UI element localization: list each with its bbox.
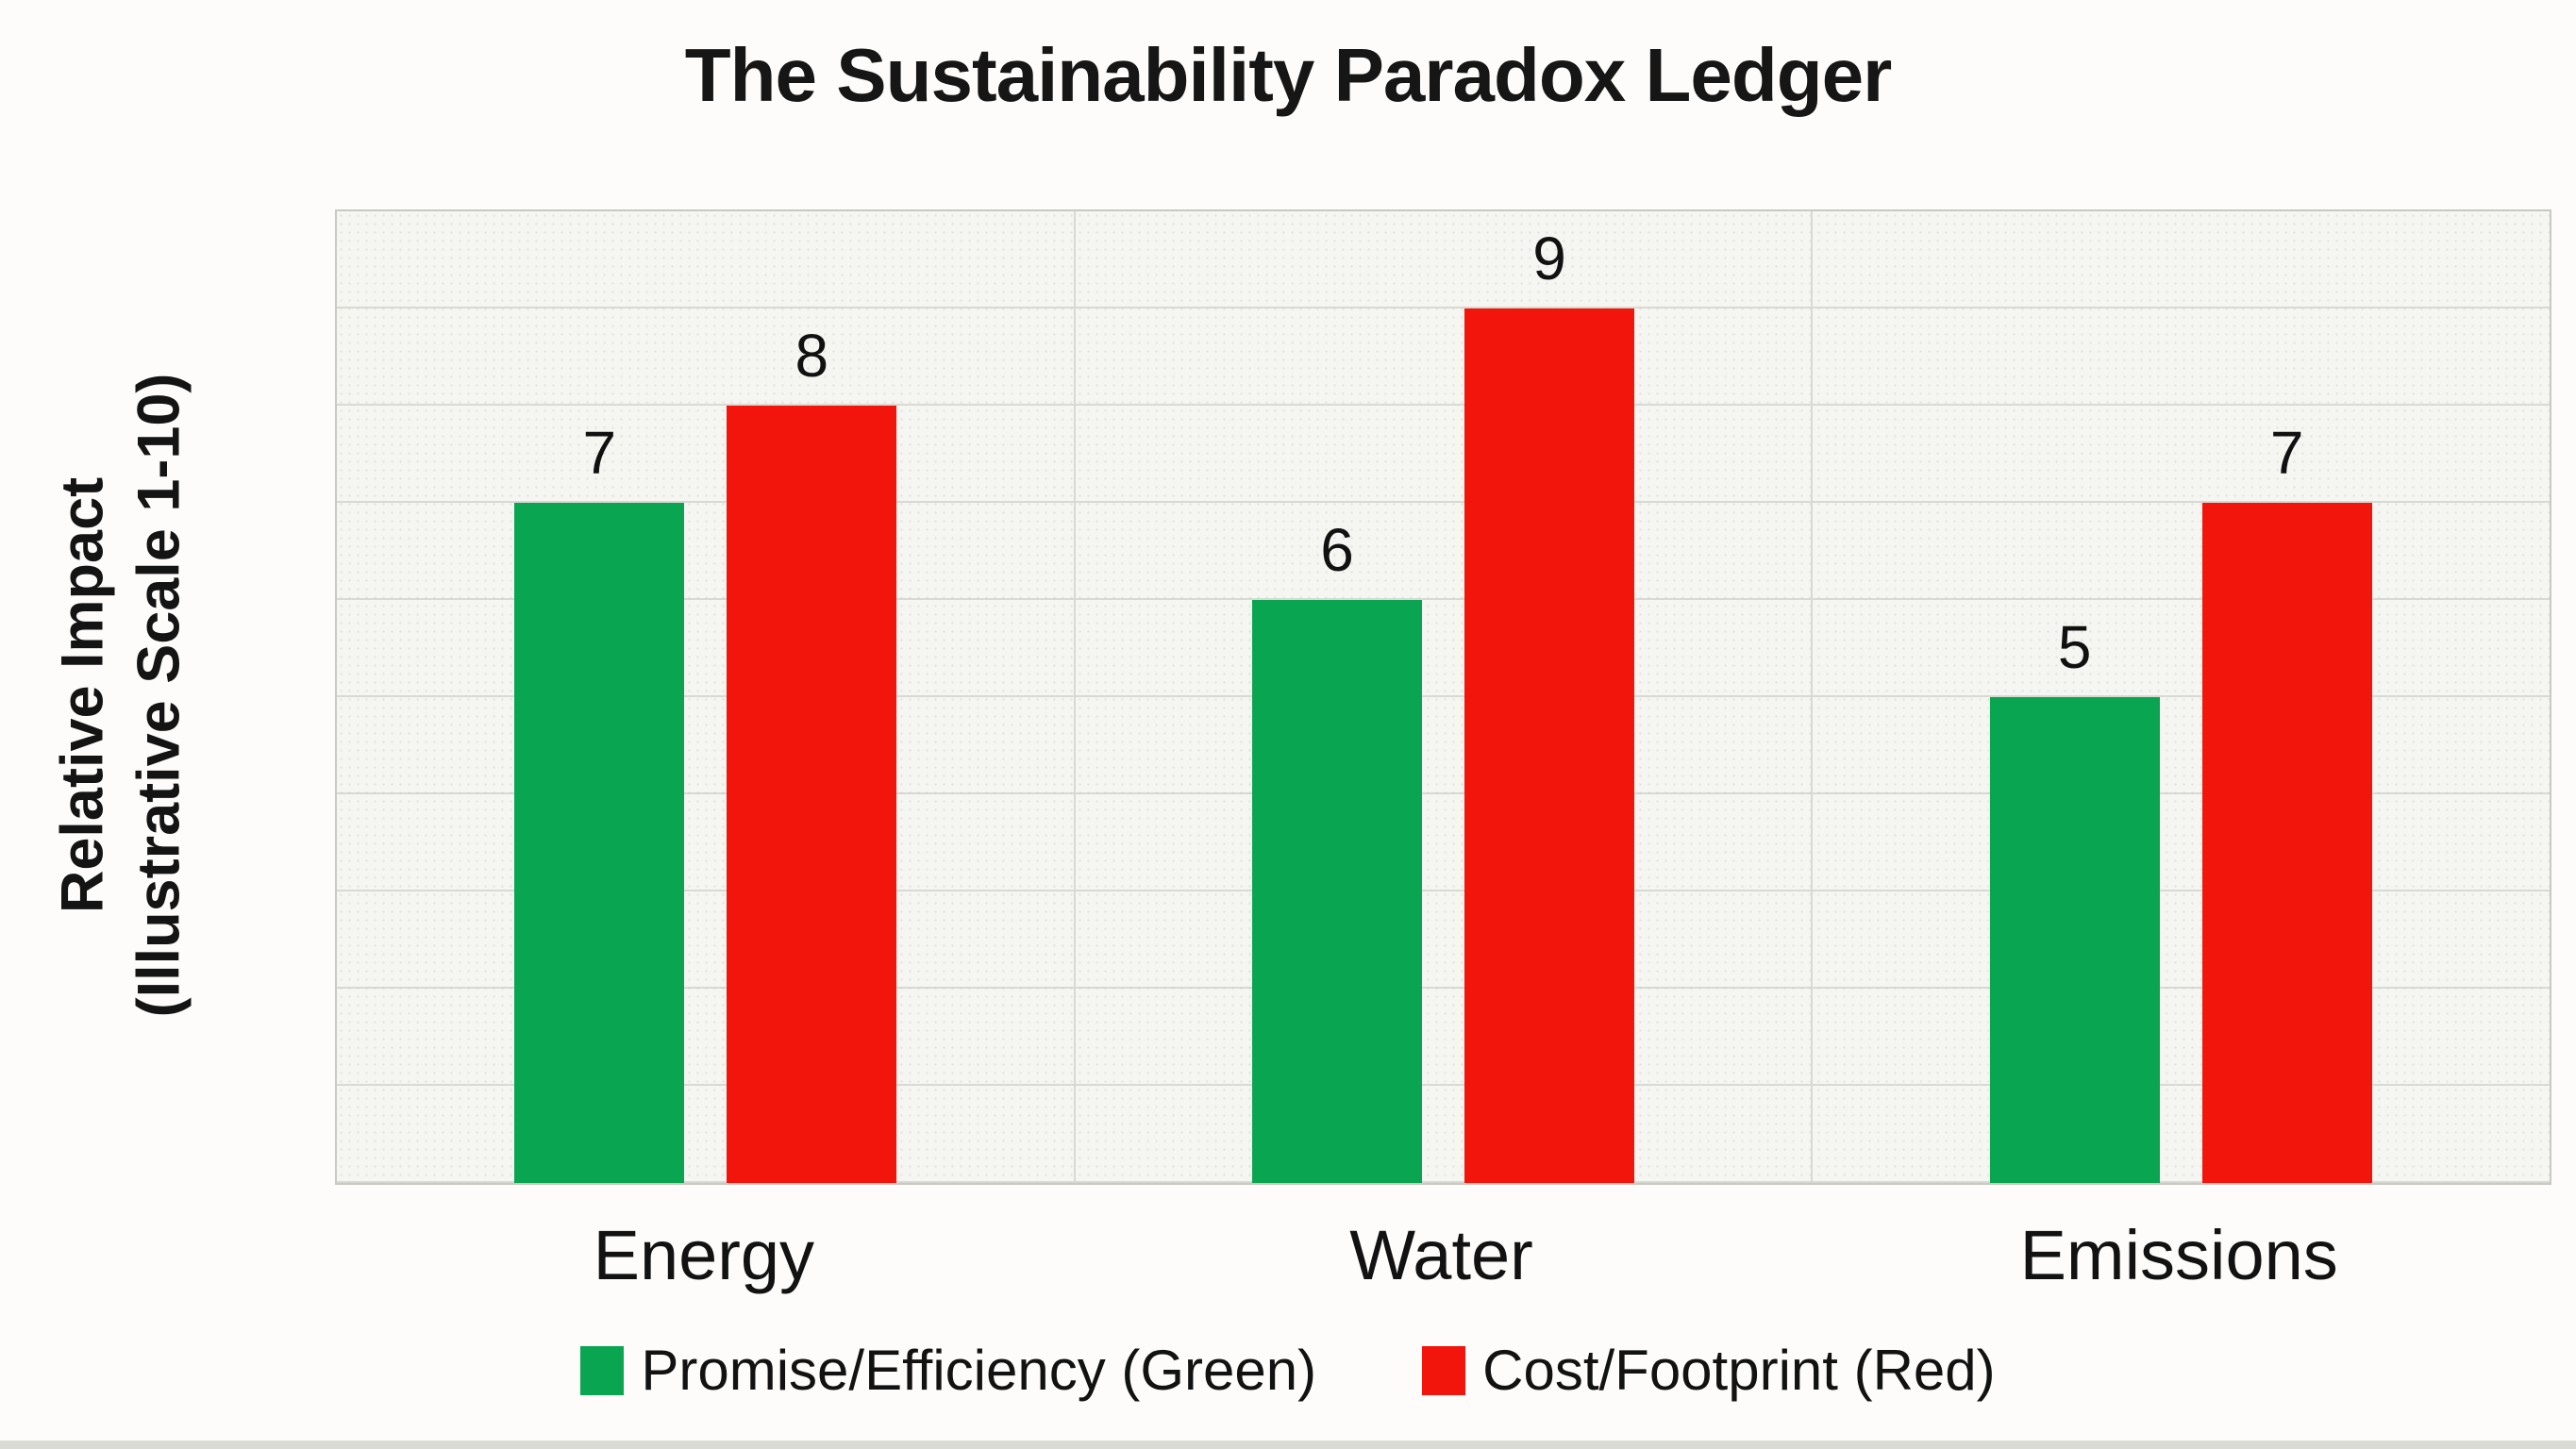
- bar-value-label-energy-red: 8: [795, 321, 829, 390]
- chart-title: The Sustainability Paradox Ledger: [684, 33, 1892, 117]
- category-separator-line: [1073, 211, 1076, 1183]
- y-axis-label-line1: Relative Impact: [49, 476, 116, 914]
- legend-swatch-green: [580, 1345, 625, 1395]
- legend-swatch-red: [1422, 1345, 1466, 1395]
- bar-value-label-emissions-red: 7: [2269, 418, 2304, 487]
- x-axis-label-water: Water: [1349, 1216, 1533, 1294]
- legend-item-cost-footprint: Cost/Footprint (Red): [1422, 1338, 1996, 1403]
- bar-water-green: 6: [1251, 516, 1422, 1183]
- y-axis-label: Relative Impact (Illustrative Scale 1-10…: [44, 374, 196, 1018]
- legend-label-green: Promise/Efficiency (Green): [641, 1339, 1317, 1402]
- bar-value-label-water-green: 6: [1320, 515, 1354, 584]
- bar-energy-red: 8: [727, 322, 897, 1183]
- bar-value-label-emissions-green: 5: [2057, 612, 2092, 681]
- x-axis-label-emissions: Emissions: [2019, 1216, 2338, 1294]
- legend-item-promise-efficiency: Promise/Efficiency (Green): [580, 1338, 1316, 1403]
- x-axis-labels: Energy Water Emissions: [335, 1215, 2548, 1295]
- page-bottom-edge: [0, 1441, 2576, 1449]
- legend-label-red: Cost/Footprint (Red): [1482, 1339, 1996, 1402]
- bar-water-red: 9: [1464, 225, 1634, 1183]
- bar-energy-green: 7: [514, 419, 685, 1183]
- legend: Promise/Efficiency (Green) Cost/Footprin…: [0, 1338, 2576, 1403]
- x-axis-label-energy: Energy: [593, 1216, 815, 1294]
- bar-value-label-water-red: 9: [1532, 224, 1566, 292]
- bar-emissions-green: 5: [1989, 613, 2160, 1183]
- y-axis-label-line2: (Illustrative Scale 1-10): [125, 373, 192, 1018]
- bar-value-label-energy-green: 7: [582, 418, 617, 487]
- bar-emissions-red: 7: [2201, 419, 2372, 1183]
- category-separator-line: [1811, 211, 1814, 1183]
